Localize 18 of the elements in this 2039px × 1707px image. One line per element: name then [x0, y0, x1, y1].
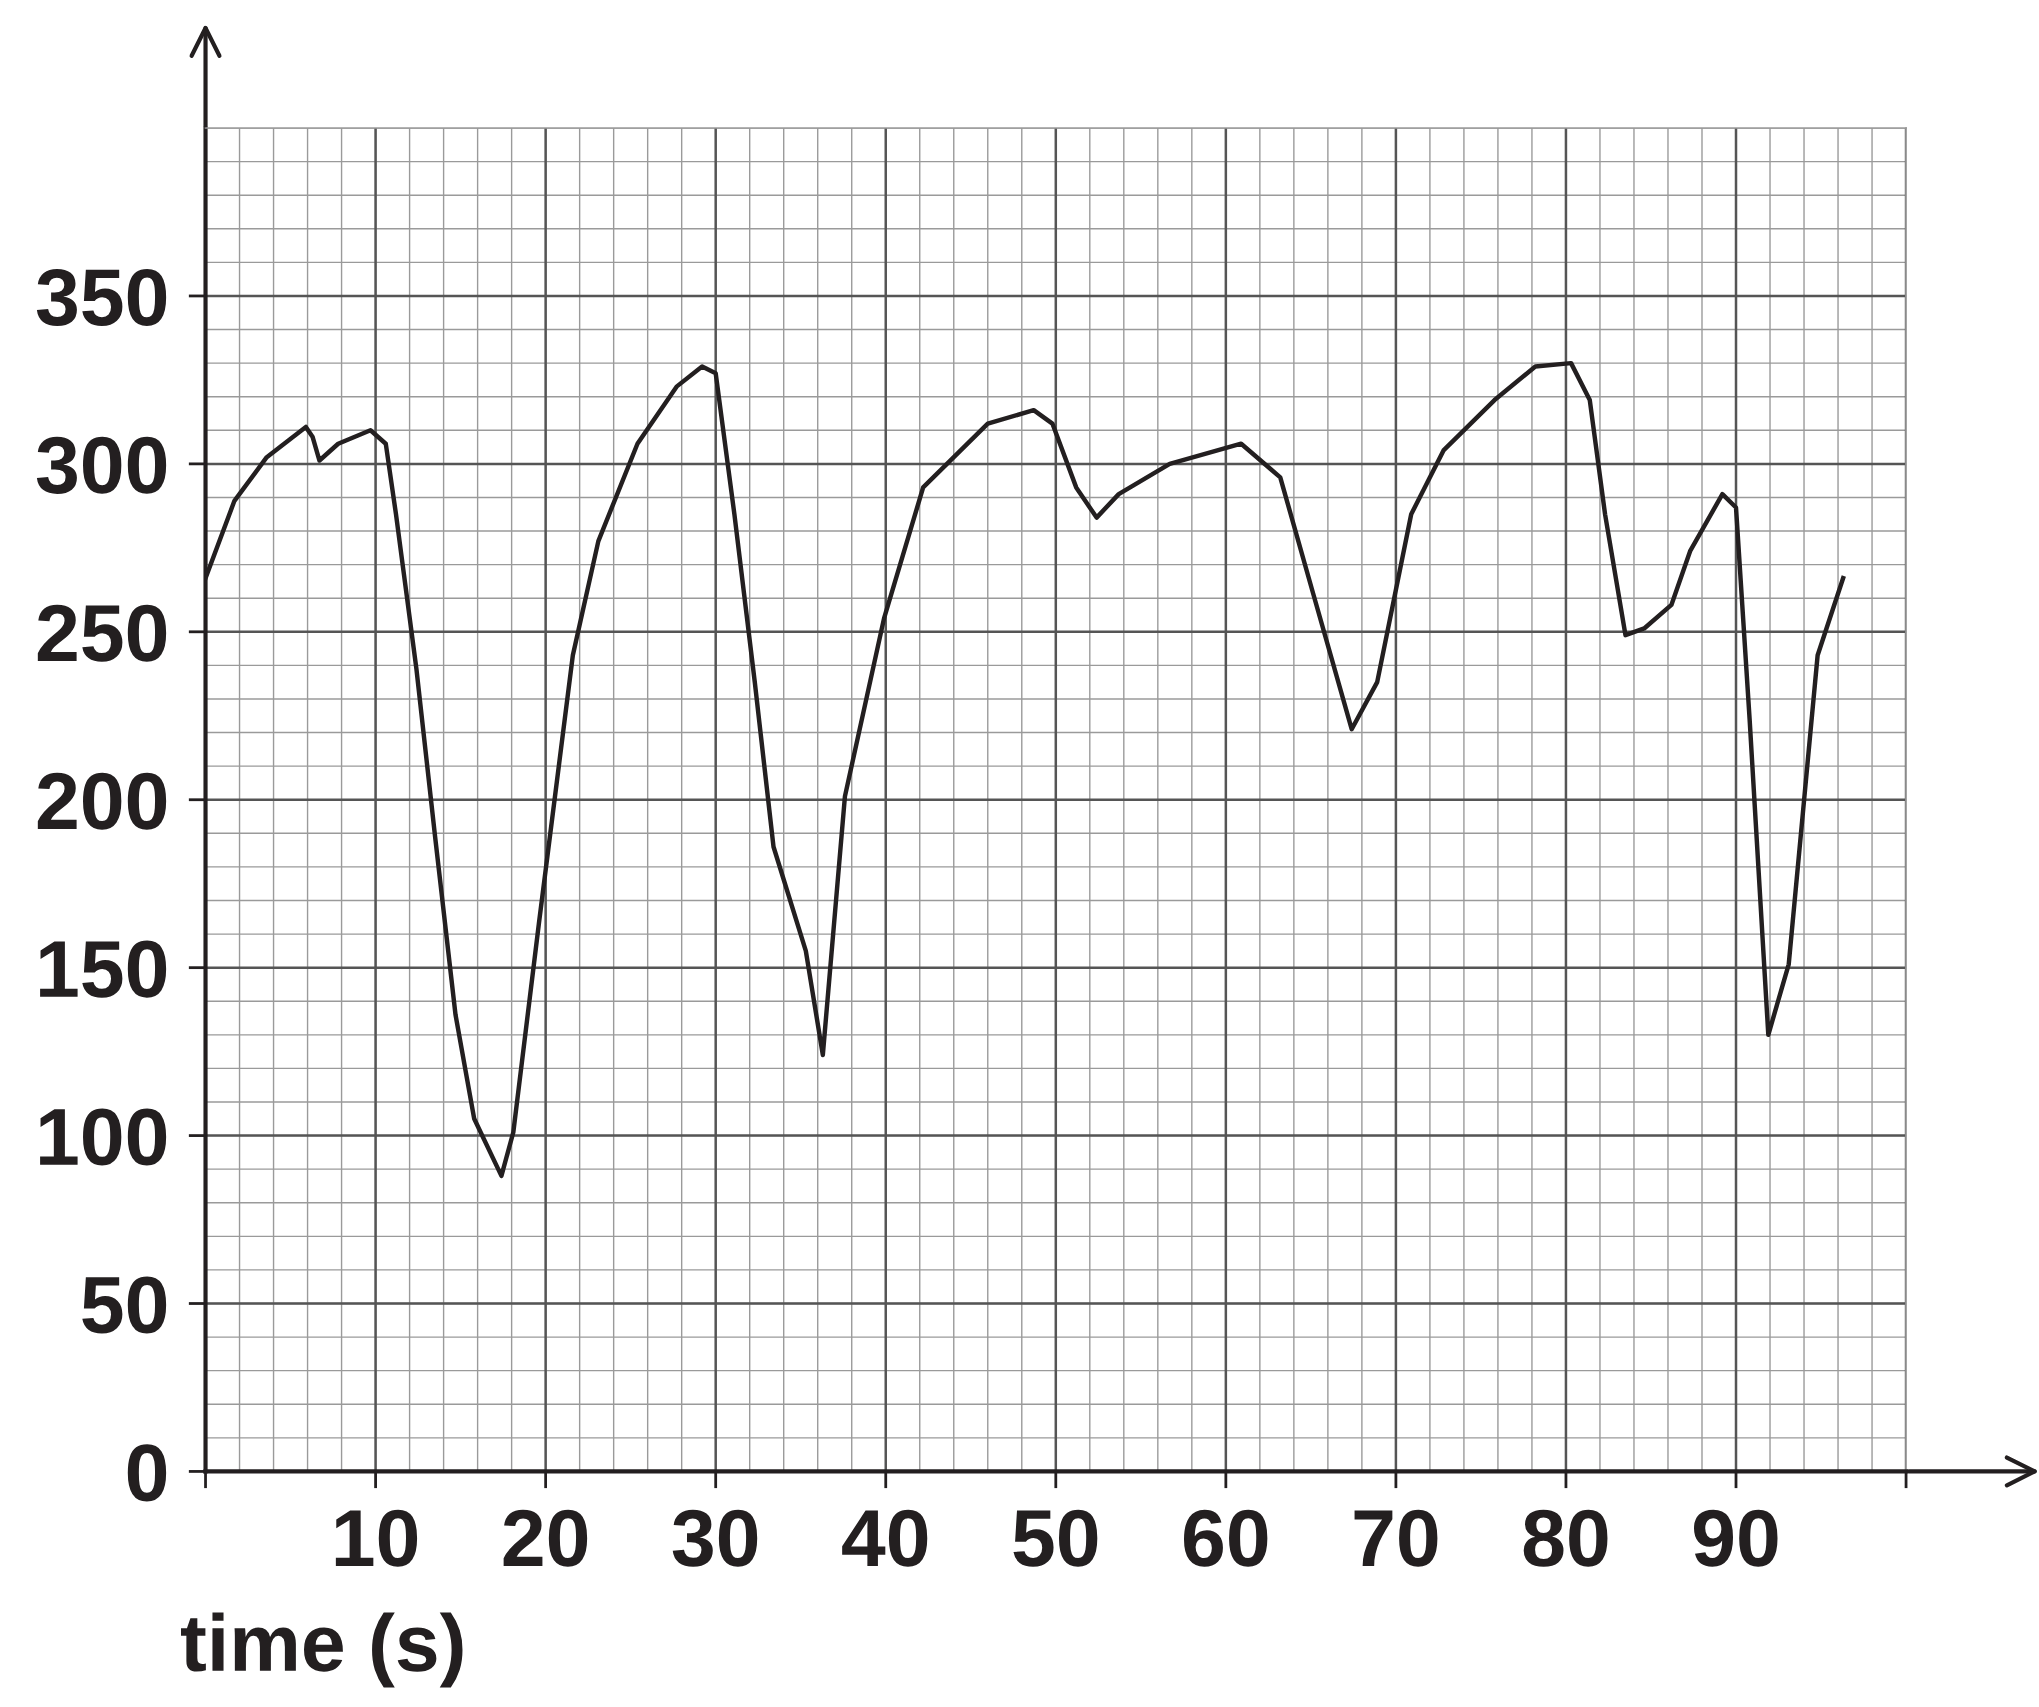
y-tick-label: 350 — [36, 268, 167, 327]
x-axis-title: time (s) — [181, 1612, 463, 1688]
x-tick-label: 10 — [335, 1509, 418, 1567]
x-tick-label: 70 — [1354, 1509, 1438, 1567]
y-tick-label: 300 — [36, 436, 167, 494]
x-tick-label: 80 — [1523, 1509, 1608, 1567]
x-tick-label: 60 — [1184, 1509, 1268, 1567]
y-tick-label: 50 — [82, 1276, 167, 1334]
y-tick-label: 250 — [37, 604, 167, 662]
x-tick-label: 30 — [672, 1509, 758, 1567]
y-tick-label: 100 — [40, 1108, 167, 1166]
y-tick-label: 0 — [127, 1444, 167, 1502]
x-tick-label: 50 — [1013, 1509, 1098, 1567]
y-tick-label: 200 — [37, 772, 167, 830]
x-tick-label: 90 — [1694, 1509, 1778, 1567]
x-tick-label: 40 — [842, 1509, 928, 1567]
y-tick-label: 150 — [40, 940, 167, 998]
x-tick-label: 20 — [503, 1509, 588, 1567]
